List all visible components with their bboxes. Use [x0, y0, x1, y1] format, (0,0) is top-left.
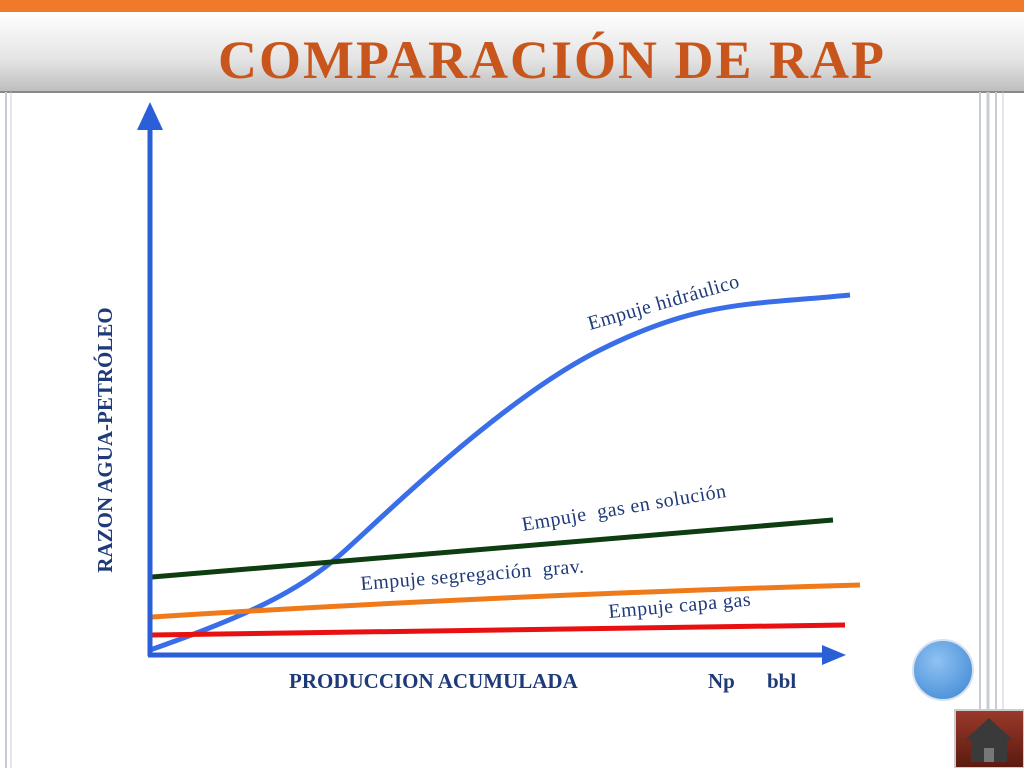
x-axis-label: PRODUCCION ACUMULADA — [289, 669, 579, 693]
x-axis-variable: Np — [708, 669, 735, 693]
header-band — [0, 12, 1024, 92]
curve-hydraulic — [149, 292, 851, 653]
x-axis-unit: bbl — [767, 669, 796, 693]
decor-circle — [912, 639, 974, 701]
top-bar — [0, 0, 1024, 12]
curve-label: Empuje gas en solución — [520, 480, 728, 536]
curve-gas-cap — [151, 622, 846, 638]
curve-gravity-segregation — [151, 582, 861, 620]
y-axis-label: RAZON AGUA-PETRÓLEO — [93, 307, 117, 572]
curve-label: Empuje segregación grav. — [360, 555, 585, 595]
curve-solution-gas — [151, 517, 834, 580]
y-axis-arrow — [137, 102, 163, 130]
home-button[interactable] — [954, 709, 1024, 768]
side-rules — [5, 92, 1004, 768]
slide-title: COMPARACIÓN DE RAP — [218, 30, 886, 90]
x-axis-arrow — [822, 645, 846, 665]
